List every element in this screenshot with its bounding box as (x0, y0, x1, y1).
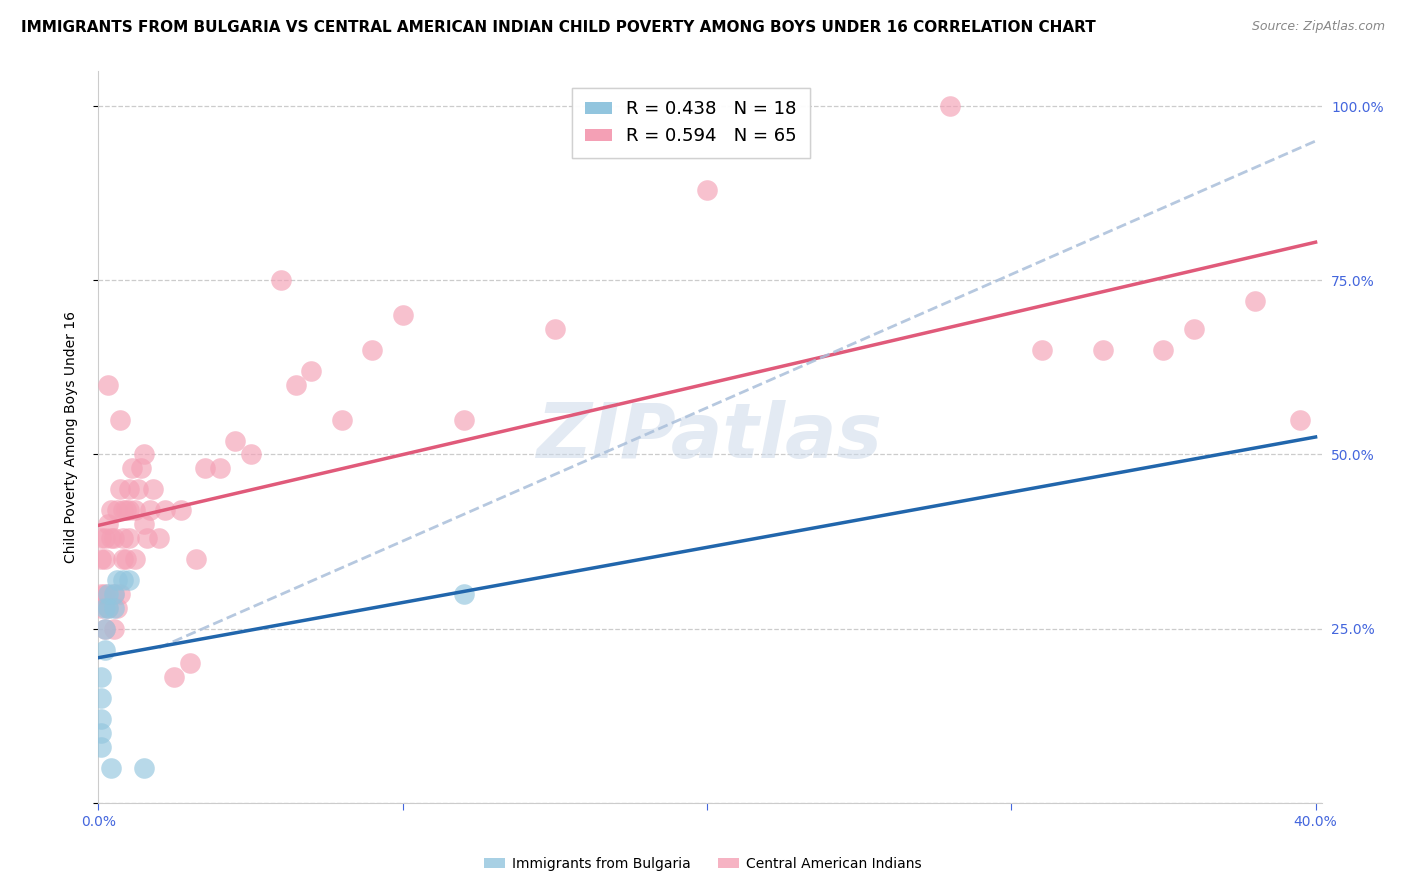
Point (1031, 343, 1053, 357)
Point (90, 691, 112, 706)
Text: Source: ZipAtlas.com: Source: ZipAtlas.com (1251, 20, 1385, 33)
Point (127, 483, 149, 497)
Point (239, 448, 262, 462)
Point (121, 461, 143, 475)
Point (224, 434, 246, 448)
Point (1289, 412, 1312, 426)
Point (1182, 322, 1205, 336)
Point (108, 587, 131, 601)
Point (696, 183, 718, 197)
Point (105, 573, 128, 587)
Point (163, 670, 186, 684)
Point (129, 461, 152, 475)
Point (111, 503, 134, 517)
Point (453, 587, 475, 601)
Point (111, 573, 134, 587)
Point (139, 503, 162, 517)
Point (453, 412, 475, 426)
Legend: Immigrants from Bulgaria, Central American Indians: Immigrants from Bulgaria, Central Americ… (478, 851, 928, 876)
Point (1243, 294, 1265, 309)
Point (1091, 343, 1114, 357)
Point (90, 712, 112, 726)
Y-axis label: Child Poverty Among Boys Under 16: Child Poverty Among Boys Under 16 (63, 311, 77, 563)
Point (142, 483, 165, 497)
Text: ZIPatlas: ZIPatlas (537, 401, 883, 474)
Point (111, 552, 134, 566)
Point (299, 364, 322, 378)
Point (155, 503, 177, 517)
Point (270, 273, 292, 287)
Point (1152, 343, 1174, 357)
Point (90, 670, 112, 684)
Point (93, 622, 115, 636)
Text: IMMIGRANTS FROM BULGARIA VS CENTRAL AMERICAN INDIAN CHILD POVERTY AMONG BOYS UND: IMMIGRANTS FROM BULGARIA VS CENTRAL AMER… (21, 20, 1095, 35)
Point (132, 761, 155, 775)
Point (169, 503, 191, 517)
Point (391, 308, 413, 322)
Point (96, 587, 118, 601)
Point (184, 552, 207, 566)
Point (114, 503, 136, 517)
Point (148, 531, 170, 545)
Point (939, 99, 962, 113)
Point (108, 483, 131, 497)
Point (93, 587, 115, 601)
Point (93, 552, 115, 566)
Point (93, 531, 115, 545)
Point (194, 461, 217, 475)
Point (132, 517, 155, 532)
Point (93, 622, 115, 636)
Point (96, 600, 118, 615)
Point (96, 377, 118, 392)
Point (93, 642, 115, 657)
Point (124, 552, 146, 566)
Point (179, 657, 201, 671)
Point (114, 552, 136, 566)
Point (96, 517, 118, 532)
Point (103, 587, 125, 601)
Point (90, 600, 112, 615)
Legend: R = 0.438   N = 18, R = 0.594   N = 65: R = 0.438 N = 18, R = 0.594 N = 65 (572, 87, 810, 158)
Point (100, 503, 122, 517)
Point (100, 761, 122, 775)
Point (209, 461, 232, 475)
Point (105, 503, 128, 517)
Point (136, 531, 159, 545)
Point (90, 531, 112, 545)
Point (103, 587, 125, 601)
Point (118, 573, 141, 587)
Point (90, 552, 112, 566)
Point (118, 503, 141, 517)
Point (111, 531, 134, 545)
Point (124, 503, 146, 517)
Point (330, 412, 353, 426)
Point (90, 740, 112, 755)
Point (90, 587, 112, 601)
Point (96, 600, 118, 615)
Point (118, 531, 141, 545)
Point (132, 448, 155, 462)
Point (90, 726, 112, 740)
Point (93, 600, 115, 615)
Point (100, 531, 122, 545)
Point (103, 600, 125, 615)
Point (118, 483, 141, 497)
Point (285, 377, 308, 392)
Point (103, 531, 125, 545)
Point (105, 600, 128, 615)
Point (103, 622, 125, 636)
Point (108, 412, 131, 426)
Point (544, 322, 567, 336)
Point (361, 343, 384, 357)
